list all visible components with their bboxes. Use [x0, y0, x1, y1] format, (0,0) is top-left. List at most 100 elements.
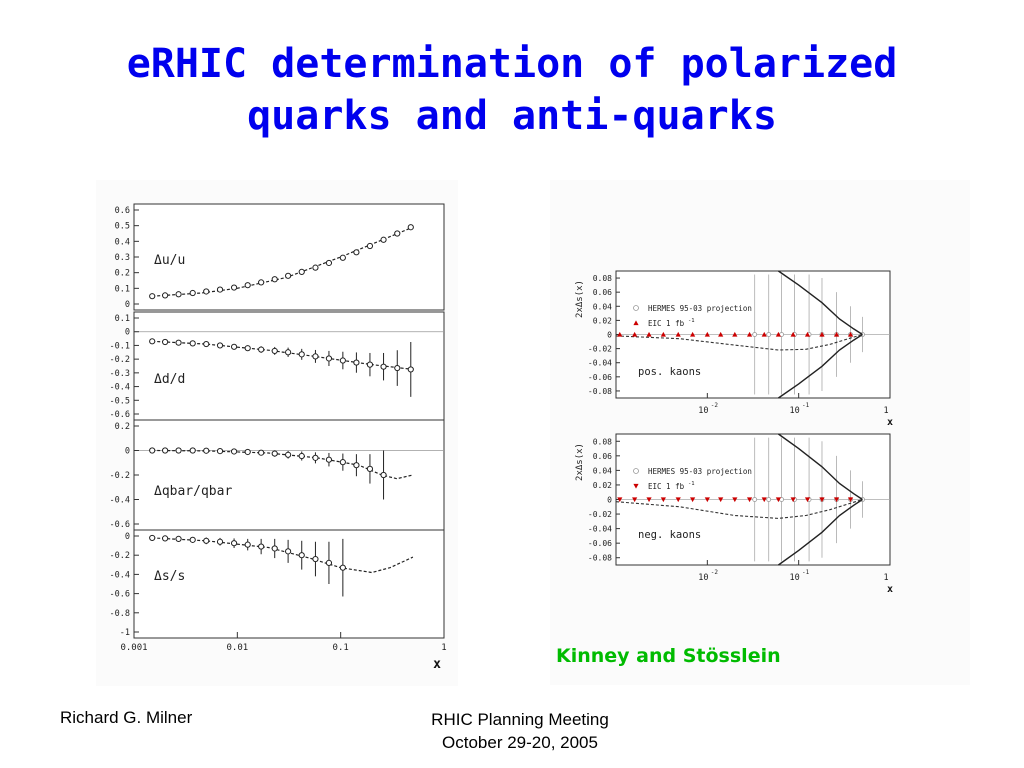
eic-point — [804, 497, 811, 503]
y-tick-label: -0.5 — [110, 396, 130, 406]
y-tick-label: -0.06 — [588, 373, 612, 382]
data-point — [285, 272, 292, 279]
model-curve — [615, 498, 863, 519]
data-point — [353, 249, 360, 256]
quark-polarization-chart: 0.6 0.5 0.4 0.3 0.2 0.1 0 Δu/u 0.1 0 -0.1 -0.2 -0.3 -… — [110, 203, 447, 672]
legend-hermes-label: HERMES 95-03 projection — [648, 304, 752, 313]
panel-label: Δd/d — [154, 372, 185, 387]
data-point — [353, 359, 360, 366]
data-point — [162, 292, 169, 299]
eic-point — [718, 331, 724, 337]
eic-point — [690, 497, 696, 503]
data-point — [339, 357, 346, 364]
data-point — [230, 540, 238, 547]
y-tick-label: -0.06 — [588, 539, 612, 548]
y-tick-label: 0.08 — [593, 274, 612, 283]
hermes-point — [752, 497, 758, 502]
legend-hermes-label: HERMES 95-03 projection — [648, 467, 752, 476]
panel-frame — [133, 529, 445, 639]
slide-title: eRHIC determination of polarized quarks … — [0, 38, 1024, 142]
panel-label: Δu/u — [154, 253, 185, 268]
y-tick-label: 0.6 — [115, 206, 130, 216]
y-tick-label: -0.08 — [588, 554, 612, 563]
y-tick-label: -1 — [120, 628, 130, 638]
y-tick-label: 0 — [125, 300, 130, 310]
y-tick-label: -0.02 — [588, 510, 612, 519]
data-point — [189, 340, 196, 347]
data-point — [339, 564, 346, 571]
x-tick-label: 1 — [441, 643, 446, 653]
data-point — [149, 293, 156, 300]
data-point — [244, 345, 251, 352]
y-tick-label: 0 — [125, 328, 130, 338]
lower-bound-curve — [777, 498, 863, 566]
data-point — [258, 346, 265, 353]
data-point — [149, 447, 156, 454]
footer-meeting-name: RHIC Planning Meeting — [431, 710, 609, 729]
data-point — [258, 543, 265, 550]
y-tick-label: 0.04 — [593, 302, 612, 311]
eic-point — [732, 497, 738, 503]
kaon-panel-1: 2xΔs(x) 0.08 0.06 0.04 0.02 0 -0.02 -0.04 -0.06 -… — [575, 270, 893, 428]
panel-2: 0.1 0 -0.1 -0.2 -0.3 -0.4 -0.5 -0.6 Δd/d — [110, 311, 445, 421]
data-point — [203, 447, 210, 454]
y-tick-label: -0.2 — [110, 551, 130, 561]
data-point — [380, 471, 387, 479]
legend-hermes-marker — [633, 305, 639, 311]
eic-point — [746, 497, 753, 503]
y-tick-label: -0.3 — [110, 369, 130, 379]
data-point — [175, 339, 182, 346]
x-tick-exponent: -2 — [711, 569, 719, 576]
panel-1: 0.6 0.5 0.4 0.3 0.2 0.1 0 Δu/u — [115, 203, 445, 311]
y-tick-label: -0.1 — [110, 341, 130, 351]
eic-point — [732, 331, 738, 337]
x-tick-label: 1 — [883, 406, 888, 416]
y-tick-label: -0.8 — [110, 609, 130, 619]
eic-point — [833, 331, 840, 337]
y-tick-label: 0.06 — [593, 452, 612, 461]
eic-point — [675, 497, 681, 503]
data-point — [380, 363, 387, 370]
y-tick-label: -0.02 — [588, 345, 612, 354]
data-point — [312, 353, 319, 360]
eic-point — [617, 497, 623, 503]
x-tick-exponent: -2 — [711, 402, 719, 409]
quark-polarization-figure: 0.6 0.5 0.4 0.3 0.2 0.1 0 Δu/u 0.1 0 -0.1 -0.2 -0.3 -… — [96, 180, 458, 686]
panel-label: pos. kaons — [638, 366, 701, 378]
eic-point — [761, 497, 767, 503]
data-point — [298, 552, 305, 559]
x-tick-label: 10 — [698, 573, 708, 583]
data-point — [230, 343, 238, 350]
panel-frame — [133, 419, 445, 531]
slide-title-line-1: eRHIC determination of polarized — [126, 41, 898, 87]
eic-point — [632, 331, 638, 337]
y-tick-label: 0 — [125, 447, 130, 457]
y-tick-label: -0.6 — [110, 410, 130, 420]
panel-frame — [133, 203, 445, 311]
data-point — [394, 230, 401, 237]
y-tick-label: -0.04 — [588, 525, 612, 534]
y-tick-label: -0.4 — [110, 496, 130, 506]
data-point — [149, 534, 156, 542]
legend-eic-superscript: -1 — [688, 318, 695, 324]
data-point — [271, 450, 278, 457]
eic-point — [847, 331, 854, 337]
eic-point — [675, 331, 681, 337]
data-point — [149, 338, 156, 345]
data-point — [203, 537, 210, 544]
figure-credit: Kinney and Stösslein — [556, 645, 781, 667]
data-point — [203, 288, 210, 295]
data-point — [230, 284, 238, 291]
y-tick-label: 0.08 — [593, 437, 612, 446]
data-point — [162, 447, 169, 454]
data-point — [325, 559, 333, 566]
data-point — [216, 448, 224, 455]
y-tick-label: 0.1 — [115, 284, 130, 294]
data-point — [339, 459, 346, 466]
data-point — [175, 291, 182, 298]
eic-point — [704, 497, 710, 503]
eic-point — [847, 497, 854, 503]
eic-point — [718, 497, 724, 503]
y-tick-label: 0.02 — [593, 481, 612, 490]
data-point — [407, 366, 414, 373]
